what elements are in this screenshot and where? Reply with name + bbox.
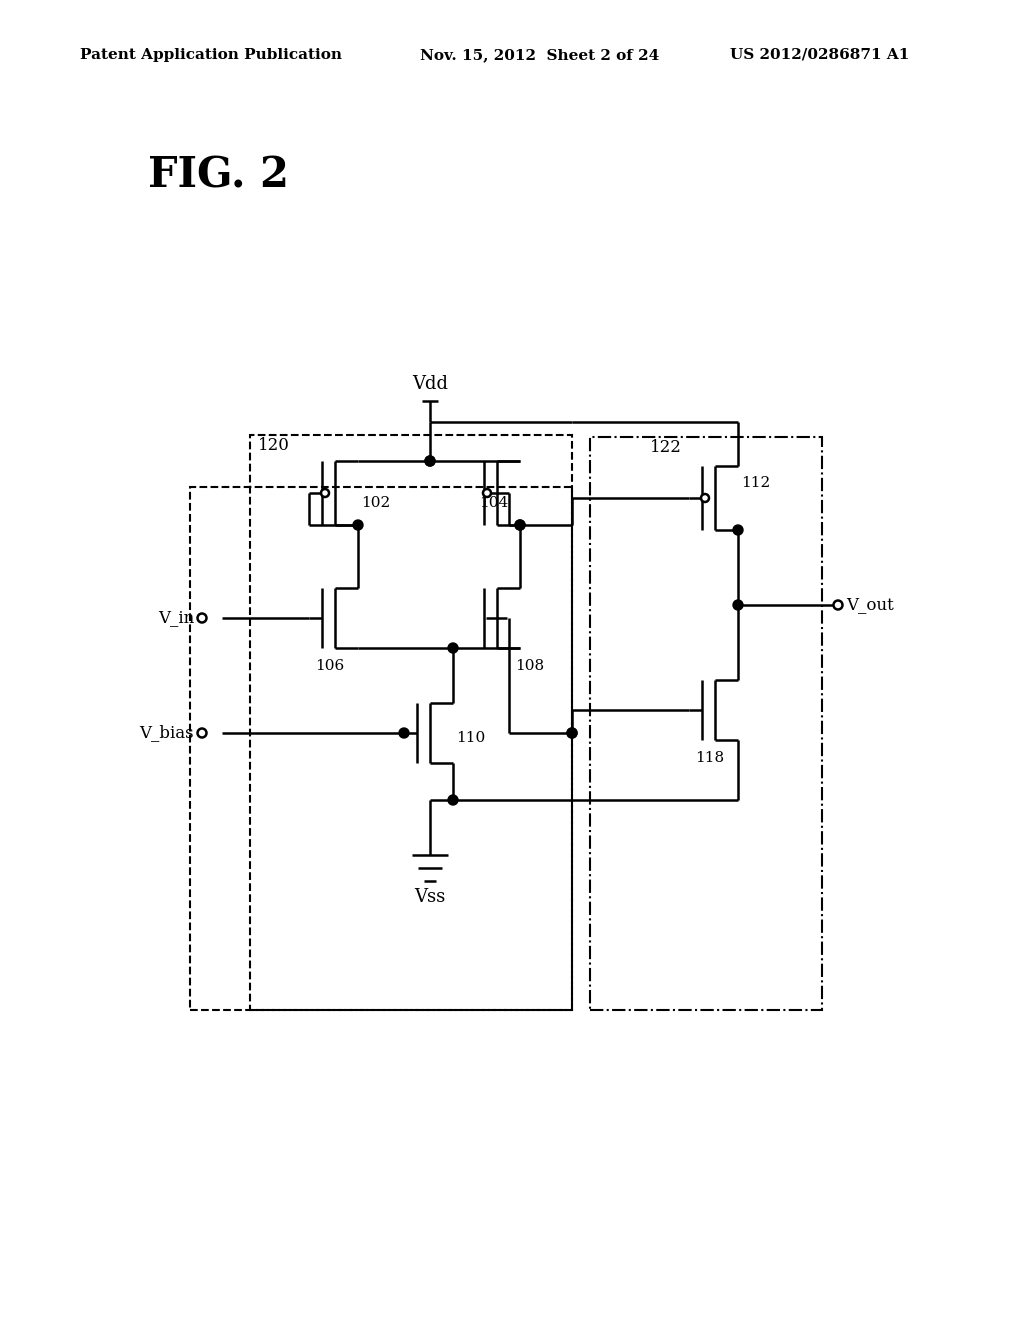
Circle shape xyxy=(515,520,525,531)
Text: V_bias: V_bias xyxy=(139,725,194,742)
Text: Patent Application Publication: Patent Application Publication xyxy=(80,48,342,62)
Circle shape xyxy=(198,729,207,738)
Circle shape xyxy=(449,795,458,805)
Text: 106: 106 xyxy=(315,659,344,673)
Text: 102: 102 xyxy=(361,496,390,510)
Text: Nov. 15, 2012  Sheet 2 of 24: Nov. 15, 2012 Sheet 2 of 24 xyxy=(420,48,659,62)
Circle shape xyxy=(321,488,329,498)
Bar xyxy=(250,436,572,1010)
Circle shape xyxy=(425,455,435,466)
Circle shape xyxy=(425,455,435,466)
Text: V_in: V_in xyxy=(158,610,194,627)
Text: 110: 110 xyxy=(456,731,485,744)
Circle shape xyxy=(483,488,490,498)
Circle shape xyxy=(567,729,577,738)
Bar xyxy=(590,437,822,1010)
Circle shape xyxy=(567,729,577,738)
Circle shape xyxy=(834,601,843,610)
Circle shape xyxy=(733,601,743,610)
Bar xyxy=(190,487,572,1010)
Circle shape xyxy=(515,520,525,531)
Circle shape xyxy=(198,614,207,623)
Text: V_out: V_out xyxy=(846,597,894,614)
Text: FIG. 2: FIG. 2 xyxy=(148,154,289,195)
Text: 120: 120 xyxy=(258,437,290,454)
Text: 118: 118 xyxy=(695,751,724,766)
Circle shape xyxy=(353,520,362,531)
Text: 122: 122 xyxy=(650,440,682,455)
Circle shape xyxy=(733,525,743,535)
Text: Vss: Vss xyxy=(415,888,445,906)
Text: 112: 112 xyxy=(741,477,770,490)
Text: Vdd: Vdd xyxy=(412,375,449,393)
Circle shape xyxy=(449,643,458,653)
Circle shape xyxy=(399,729,409,738)
Text: 104: 104 xyxy=(479,496,508,510)
Text: 108: 108 xyxy=(515,659,544,673)
Circle shape xyxy=(701,494,709,502)
Text: US 2012/0286871 A1: US 2012/0286871 A1 xyxy=(730,48,909,62)
